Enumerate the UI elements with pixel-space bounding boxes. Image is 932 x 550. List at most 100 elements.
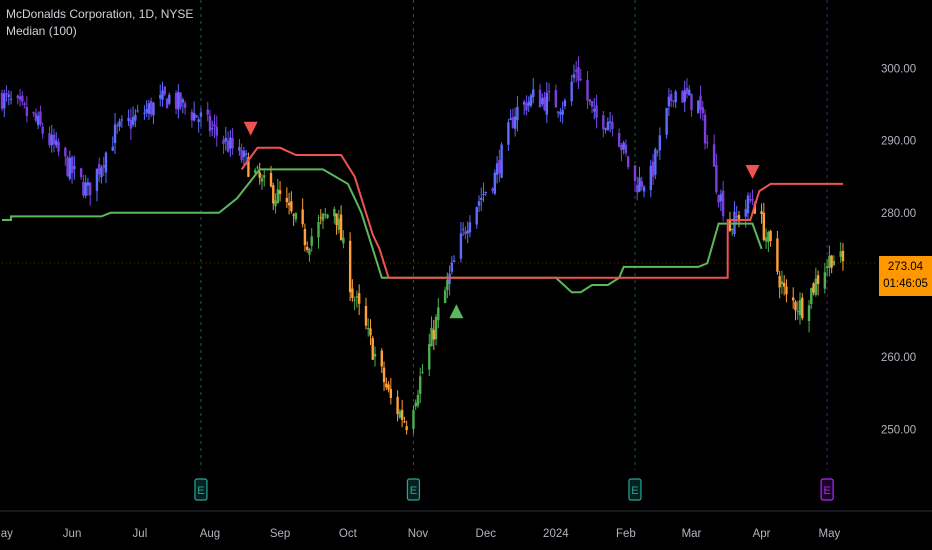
candle-body	[570, 81, 573, 102]
candle-body	[118, 121, 121, 127]
candle-body	[50, 134, 53, 146]
candle-body	[760, 211, 763, 214]
candle-body	[195, 114, 198, 118]
candle-body	[674, 91, 677, 103]
candle-body	[244, 153, 248, 155]
median-lower-line	[2, 168, 763, 294]
candle-body	[48, 133, 51, 145]
candle-body	[624, 144, 628, 154]
candle-body	[95, 168, 99, 191]
symbol-title[interactable]: McDonalds Corporation, 1D, NYSE	[6, 7, 194, 21]
buy-signal	[449, 304, 464, 319]
candle-body	[159, 95, 162, 99]
candle-body	[238, 147, 241, 151]
earnings-badge-box	[628, 478, 642, 501]
candle-body	[495, 163, 499, 175]
earnings-badge-box	[194, 478, 208, 501]
candle-body	[498, 160, 501, 174]
candle-body	[527, 101, 530, 106]
sell-signal	[243, 121, 258, 136]
candle-body	[563, 100, 567, 107]
candle-body	[642, 186, 646, 192]
earnings-badge[interactable]: E	[406, 478, 421, 501]
candle-body	[690, 93, 693, 111]
candle-body	[357, 293, 361, 304]
candle-body	[611, 121, 614, 130]
candle-body	[412, 409, 415, 429]
candle-body	[749, 199, 752, 201]
candle-body	[654, 149, 657, 175]
candle-body	[197, 119, 200, 122]
candle-body	[509, 118, 512, 121]
candle-body	[577, 66, 580, 81]
earnings-lines	[200, 0, 828, 470]
candle-body	[450, 262, 454, 272]
time-tick-label: Mar	[682, 528, 702, 540]
earnings-badge[interactable]: E	[820, 478, 834, 501]
candle-body	[9, 98, 13, 100]
time-axis[interactable]: May Jun Jul Aug Sep Oct Nov Dec 2024 Feb Mar Apr May	[0, 528, 841, 540]
candle-body	[294, 213, 298, 220]
candle-body	[814, 278, 818, 295]
candle-body	[669, 93, 673, 101]
candle-body	[263, 175, 266, 178]
candle-body	[764, 237, 768, 242]
candle-body	[206, 109, 209, 115]
candle-body	[816, 275, 820, 284]
price-tick-label: 250.00	[881, 424, 916, 436]
candle-body	[7, 94, 10, 98]
earnings-badge[interactable]: E	[194, 478, 208, 501]
candle-body	[226, 140, 230, 152]
candle-body	[554, 90, 558, 108]
candle-body	[688, 89, 691, 96]
candle-body	[606, 121, 610, 131]
candle-body	[269, 172, 273, 187]
candle-body	[712, 144, 716, 167]
candle-body	[355, 296, 359, 298]
candle-body	[73, 165, 76, 170]
candle-body	[351, 288, 354, 299]
earnings-badge[interactable]: E	[628, 478, 642, 501]
candle-body	[339, 214, 343, 241]
candle-body	[721, 190, 725, 217]
candle-body	[326, 214, 329, 219]
candle-body	[516, 106, 519, 121]
candle-body	[84, 182, 87, 196]
candle-body	[762, 212, 766, 240]
candle-body	[807, 305, 811, 321]
candle-body	[475, 207, 478, 225]
candle-body	[572, 74, 576, 78]
price-tick-label: 280.00	[881, 208, 916, 220]
candle-body	[717, 194, 720, 203]
candle-body	[41, 126, 44, 134]
candle-body	[728, 219, 732, 231]
candle-body	[579, 79, 582, 81]
indicator-title[interactable]: Median (100)	[6, 24, 77, 38]
candle-body	[617, 133, 621, 147]
candle-body	[513, 116, 517, 129]
time-tick-label: Dec	[476, 528, 497, 540]
candle-body	[769, 230, 772, 241]
candle-body	[620, 145, 623, 151]
price-tick-label: 290.00	[881, 136, 916, 148]
candle-body	[667, 96, 671, 107]
candle-body	[353, 299, 356, 301]
candle-body	[168, 94, 171, 104]
candle-body	[464, 231, 467, 235]
candle-body	[841, 250, 845, 262]
candle-body	[812, 283, 815, 293]
candle-body	[511, 117, 515, 128]
candle-body	[706, 142, 709, 144]
candle-body	[792, 297, 795, 301]
candle-body	[25, 106, 29, 116]
candle-body	[459, 233, 463, 259]
candle-body	[39, 111, 42, 125]
chart-legend: McDonalds Corporation, 1D, NYSE Median (…	[6, 6, 193, 40]
candle-body	[744, 208, 747, 217]
candle-body	[113, 124, 117, 144]
candle-body	[523, 101, 526, 105]
candle-body	[416, 394, 420, 406]
